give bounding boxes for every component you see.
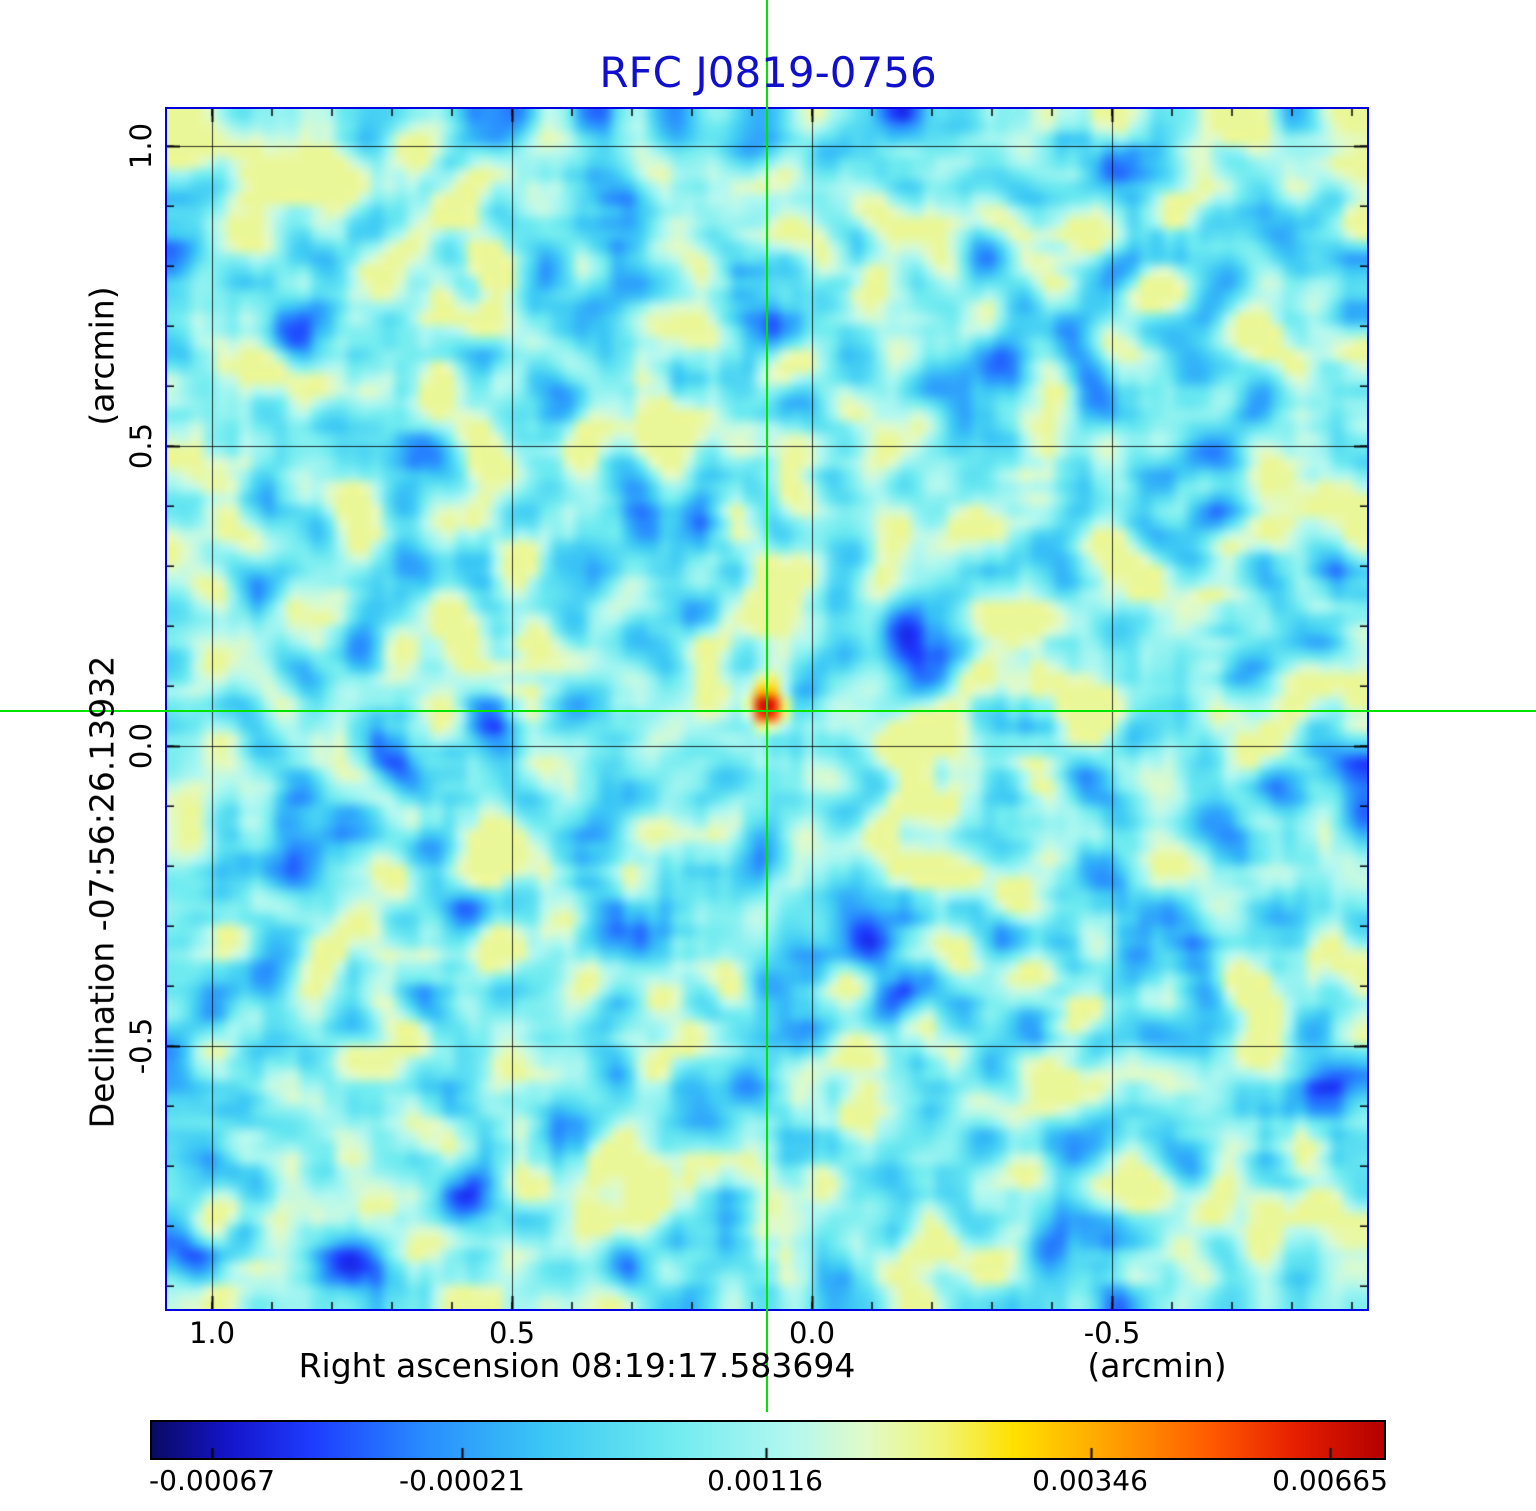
y-tick-label-0: 1.0 <box>124 122 158 170</box>
colorbar-tick-label-1: -0.00021 <box>399 1464 525 1497</box>
y-axis-title: Declination -07:56:26.13932 <box>82 655 122 1129</box>
x-axis-title: Right ascension 08:19:17.583694 <box>298 1346 856 1385</box>
colorbar <box>150 1420 1386 1460</box>
y-tick-label-1: 0.5 <box>124 422 158 470</box>
y-tick-label-2: 0.0 <box>124 722 158 770</box>
x-axis-unit-label: (arcmin) <box>1087 1346 1227 1385</box>
x-tick-label-2: 0.0 <box>788 1316 836 1350</box>
colorbar-canvas <box>152 1422 1384 1458</box>
x-tick-label-3: -0.5 <box>1083 1316 1141 1350</box>
colorbar-tick-label-3: 0.00346 <box>1032 1464 1148 1497</box>
x-tick-label-0: 1.0 <box>188 1316 236 1350</box>
y-axis-unit-label: (arcmin) <box>82 286 122 426</box>
crosshair-horizontal-line <box>0 710 1536 712</box>
colorbar-tick-label-4: 0.00665 <box>1272 1464 1388 1497</box>
colorbar-tick-label-0: -0.00067 <box>149 1464 275 1497</box>
plot-title: RFC J0819-0756 <box>599 48 937 97</box>
x-tick-label-1: 0.5 <box>488 1316 536 1350</box>
crosshair-vertical-line <box>766 0 768 1412</box>
colorbar-tick-label-2: 0.00116 <box>707 1464 823 1497</box>
y-tick-label-3: -0.5 <box>124 1017 158 1075</box>
